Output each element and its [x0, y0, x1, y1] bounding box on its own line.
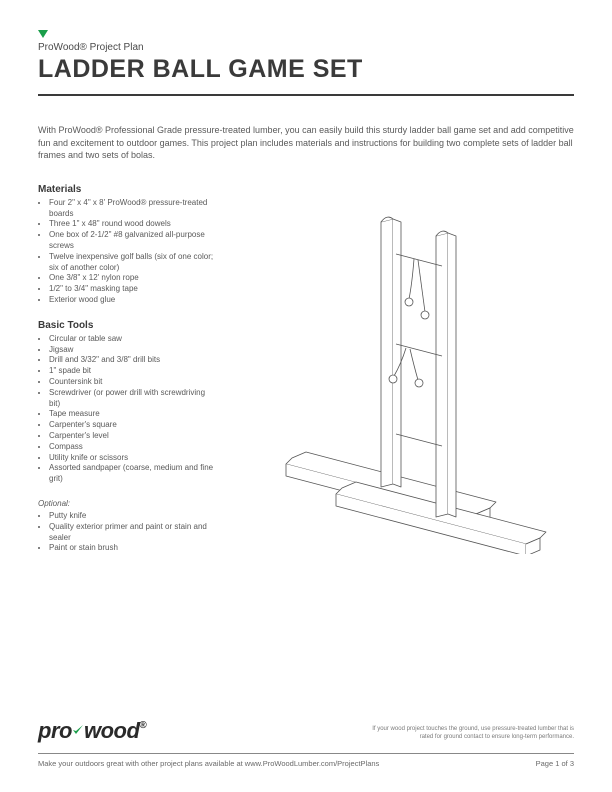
- list-item: Exterior wood glue: [49, 295, 218, 306]
- disclaimer-text: If your wood project touches the ground,…: [364, 726, 574, 742]
- list-item: Utility knife or scissors: [49, 453, 218, 464]
- title-rule: [38, 94, 574, 96]
- list-item: Screwdriver (or power drill with screwdr…: [49, 388, 218, 410]
- list-item: 1/2" to 3/4" masking tape: [49, 284, 218, 295]
- optional-label: Optional:: [38, 499, 218, 508]
- list-item: Four 2" x 4" x 8' ProWood® pressure-trea…: [49, 198, 218, 220]
- logo-checkmark-icon: [72, 724, 84, 736]
- list-item: Carpenter's square: [49, 420, 218, 431]
- list-item: Three 1" x 48" round wood dowels: [49, 219, 218, 230]
- lists-column: Materials Four 2" x 4" x 8' ProWood® pre…: [38, 184, 218, 568]
- list-item: Quality exterior primer and paint or sta…: [49, 522, 218, 544]
- list-item: Twelve inexpensive golf balls (six of on…: [49, 252, 218, 274]
- top-accent-marker: [38, 30, 48, 38]
- logo-text-wood: wood: [84, 718, 139, 743]
- document-title: LADDER BALL GAME SET: [38, 55, 574, 84]
- content-row: Materials Four 2" x 4" x 8' ProWood® pre…: [38, 184, 574, 568]
- list-item: One box of 2-1/2" #8 galvanized all-purp…: [49, 230, 218, 252]
- footer-page: Page 1 of 3: [536, 759, 574, 768]
- list-item: One 3/8" x 12' nylon rope: [49, 273, 218, 284]
- list-item: 1" spade bit: [49, 366, 218, 377]
- ladder-ball-illustration: [246, 184, 556, 554]
- list-item: Assorted sandpaper (coarse, medium and f…: [49, 463, 218, 485]
- footer: Make your outdoors great with other proj…: [38, 753, 574, 768]
- materials-list: Four 2" x 4" x 8' ProWood® pressure-trea…: [38, 198, 218, 306]
- list-item: Tape measure: [49, 409, 218, 420]
- logo: prowood®: [38, 718, 146, 744]
- list-item: Compass: [49, 442, 218, 453]
- optional-list: Putty knifeQuality exterior primer and p…: [38, 511, 218, 554]
- list-item: Drill and 3/32" and 3/8" drill bits: [49, 355, 218, 366]
- list-item: Putty knife: [49, 511, 218, 522]
- list-item: Carpenter's level: [49, 431, 218, 442]
- list-item: Circular or table saw: [49, 334, 218, 345]
- logo-text-pro: pro: [38, 718, 72, 743]
- illustration-area: [228, 184, 574, 568]
- materials-heading: Materials: [38, 184, 218, 195]
- list-item: Paint or stain brush: [49, 543, 218, 554]
- tools-heading: Basic Tools: [38, 320, 218, 331]
- document-subhead: ProWood® Project Plan: [38, 42, 574, 53]
- intro-paragraph: With ProWood® Professional Grade pressur…: [38, 124, 574, 162]
- tools-list: Circular or table sawJigsawDrill and 3/3…: [38, 334, 218, 485]
- footer-left: Make your outdoors great with other proj…: [38, 759, 379, 768]
- list-item: Countersink bit: [49, 377, 218, 388]
- list-item: Jigsaw: [49, 345, 218, 356]
